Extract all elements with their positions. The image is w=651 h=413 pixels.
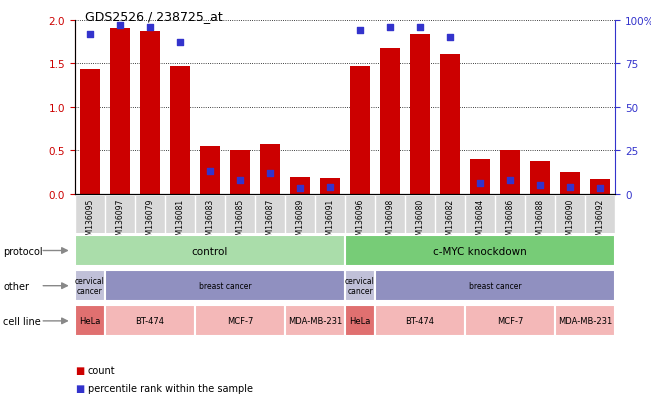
Bar — [170, 66, 189, 194]
Bar — [440, 55, 460, 194]
Text: GSM136083: GSM136083 — [206, 198, 214, 244]
Point — [85, 31, 95, 38]
Bar — [375, 306, 465, 337]
Bar — [350, 66, 370, 194]
Point — [475, 180, 485, 187]
Text: other: other — [3, 281, 29, 291]
Text: GDS2526 / 238725_at: GDS2526 / 238725_at — [85, 10, 223, 23]
Text: cervical
cancer: cervical cancer — [345, 276, 375, 296]
Text: GSM136098: GSM136098 — [385, 198, 395, 244]
Text: MDA-MB-231: MDA-MB-231 — [558, 317, 613, 325]
Bar — [195, 306, 285, 337]
Bar — [561, 173, 580, 194]
Point — [535, 182, 546, 189]
Bar — [465, 306, 555, 337]
Text: MDA-MB-231: MDA-MB-231 — [288, 317, 342, 325]
Bar — [345, 235, 615, 266]
Point — [235, 177, 245, 183]
Text: GSM136087: GSM136087 — [266, 198, 275, 244]
Bar — [410, 35, 430, 194]
Point — [415, 24, 425, 31]
Point — [145, 24, 155, 31]
Text: GSM136086: GSM136086 — [506, 198, 515, 244]
Text: MCF-7: MCF-7 — [227, 317, 253, 325]
Text: c-MYC knockdown: c-MYC knockdown — [433, 246, 527, 256]
Point — [355, 28, 365, 34]
Bar — [345, 306, 375, 337]
Text: protocol: protocol — [3, 246, 43, 256]
Bar — [345, 271, 375, 301]
Bar — [201, 147, 219, 194]
Text: GSM136088: GSM136088 — [536, 198, 545, 244]
Bar — [380, 48, 400, 194]
Text: GSM136096: GSM136096 — [355, 198, 365, 244]
Text: BT-474: BT-474 — [406, 317, 435, 325]
Bar — [230, 151, 250, 194]
Point — [115, 23, 125, 29]
Text: cervical
cancer: cervical cancer — [75, 276, 105, 296]
Point — [325, 184, 335, 190]
Bar — [105, 306, 195, 337]
Text: HeLa: HeLa — [79, 317, 100, 325]
Point — [385, 24, 395, 31]
Bar — [471, 159, 490, 194]
Point — [174, 40, 185, 47]
Bar — [260, 145, 280, 194]
Text: HeLa: HeLa — [350, 317, 370, 325]
Bar — [285, 306, 345, 337]
Text: percentile rank within the sample: percentile rank within the sample — [88, 383, 253, 393]
Bar — [140, 32, 159, 194]
Point — [265, 170, 275, 177]
Text: GSM136084: GSM136084 — [476, 198, 484, 244]
Text: MCF-7: MCF-7 — [497, 317, 523, 325]
Point — [565, 184, 575, 190]
Bar — [75, 306, 105, 337]
Point — [295, 185, 305, 192]
Bar — [75, 271, 105, 301]
Text: GSM136097: GSM136097 — [115, 198, 124, 244]
Text: ■: ■ — [75, 383, 84, 393]
Text: GSM136085: GSM136085 — [236, 198, 245, 244]
Text: BT-474: BT-474 — [135, 317, 165, 325]
Text: GSM136089: GSM136089 — [296, 198, 305, 244]
Text: cell line: cell line — [3, 316, 41, 326]
Text: GSM136091: GSM136091 — [326, 198, 335, 244]
Text: GSM136082: GSM136082 — [445, 198, 454, 244]
Text: count: count — [88, 365, 115, 375]
Point — [445, 35, 455, 41]
Bar — [75, 235, 345, 266]
Bar — [590, 179, 610, 194]
Text: GSM136079: GSM136079 — [145, 198, 154, 244]
Bar — [375, 271, 615, 301]
Bar — [110, 29, 130, 194]
Text: control: control — [192, 246, 228, 256]
Text: GSM136090: GSM136090 — [566, 198, 575, 244]
Bar — [531, 161, 550, 194]
Text: ■: ■ — [75, 365, 84, 375]
Bar — [290, 178, 310, 194]
Point — [204, 168, 215, 175]
Bar — [501, 151, 520, 194]
Bar — [80, 70, 100, 194]
Text: breast cancer: breast cancer — [469, 282, 521, 290]
Point — [595, 185, 605, 192]
Text: GSM136081: GSM136081 — [175, 198, 184, 244]
Bar — [105, 271, 345, 301]
Text: GSM136092: GSM136092 — [596, 198, 605, 244]
Text: GSM136080: GSM136080 — [415, 198, 424, 244]
Text: GSM136095: GSM136095 — [85, 198, 94, 244]
Bar — [320, 178, 340, 194]
Text: breast cancer: breast cancer — [199, 282, 251, 290]
Point — [505, 177, 516, 183]
Bar — [555, 306, 615, 337]
